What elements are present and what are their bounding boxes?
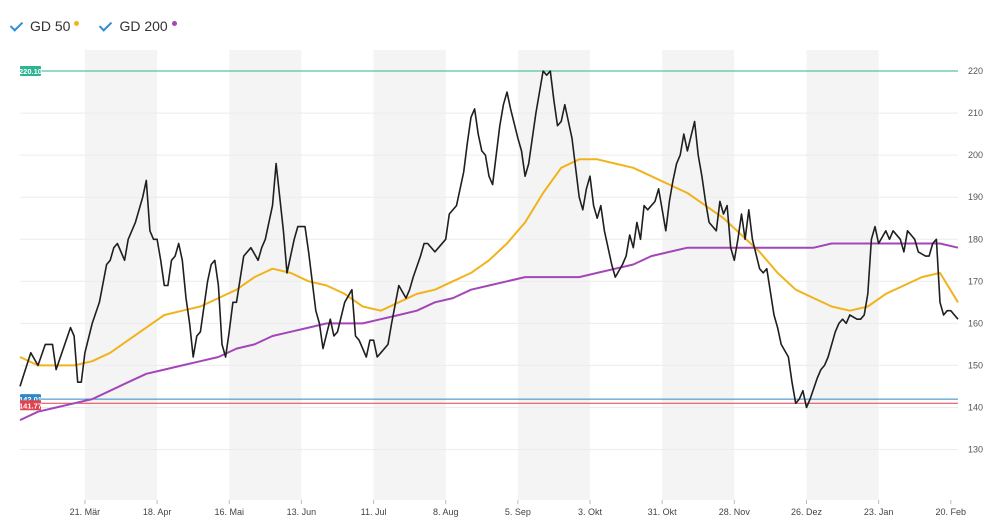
month-band xyxy=(373,50,446,500)
x-tick-label: 28. Nov xyxy=(719,507,751,517)
reference-badge xyxy=(20,400,41,411)
x-tick-label: 16. Mai xyxy=(214,507,244,517)
gd50-line xyxy=(19,158,959,367)
x-tick-label: 8. Aug xyxy=(433,507,459,517)
reference-value-label: 141.77 xyxy=(19,401,42,410)
y-tick-label: 220 xyxy=(968,66,983,76)
month-band xyxy=(84,50,158,500)
x-tick-label: 5. Sep xyxy=(505,507,531,517)
y-tick-label: 150 xyxy=(968,360,983,370)
legend-label-gd50: GD 50 xyxy=(30,18,71,34)
reference-value-label: 220.10 xyxy=(19,67,42,76)
y-tick-label: 130 xyxy=(968,445,983,455)
reference-value-label: 142.01 xyxy=(19,395,42,404)
y-tick-label: 170 xyxy=(968,276,983,286)
month-band xyxy=(662,50,735,500)
x-tick-label: 3. Okt xyxy=(578,507,603,517)
y-tick-label: 190 xyxy=(968,192,983,202)
chart-legend: GD 50 GD 200 xyxy=(10,14,177,38)
reference-badge xyxy=(20,66,41,77)
x-tick-label: 13. Jun xyxy=(287,507,317,517)
x-tick-label: 11. Jul xyxy=(361,507,387,517)
x-tick-label: 20. Feb xyxy=(936,507,967,517)
x-tick-label: 31. Okt xyxy=(648,507,678,517)
legend-dot-gd200 xyxy=(171,20,177,26)
y-tick-label: 140 xyxy=(968,402,983,412)
month-band xyxy=(517,50,591,500)
month-band xyxy=(806,50,879,500)
x-tick-label: 18. Apr xyxy=(143,507,172,517)
x-tick-label: 26. Dez xyxy=(791,507,823,517)
x-tick-label: 23. Jan xyxy=(864,507,894,517)
y-tick-label: 210 xyxy=(968,108,983,118)
legend-dot-gd50 xyxy=(74,20,80,26)
gd200-line xyxy=(19,242,959,422)
legend-label-gd200: GD 200 xyxy=(119,18,168,34)
legend-item-gd50[interactable]: GD 50 xyxy=(10,18,80,34)
legend-item-gd200[interactable]: GD 200 xyxy=(99,18,177,34)
y-tick-label: 160 xyxy=(968,318,983,328)
y-tick-label: 180 xyxy=(968,234,983,244)
y-tick-label: 200 xyxy=(968,150,983,160)
x-tick-label: 21. Mär xyxy=(70,507,101,517)
price-line xyxy=(19,70,959,409)
